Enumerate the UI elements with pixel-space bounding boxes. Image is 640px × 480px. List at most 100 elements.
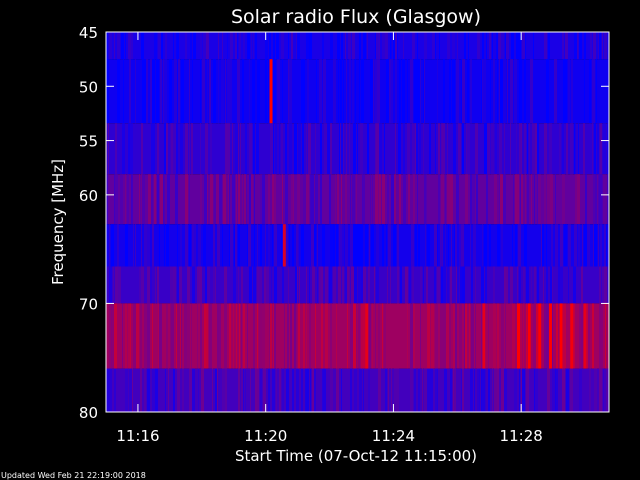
heatmap-cell: [207, 266, 210, 304]
heatmap-cell: [521, 123, 522, 175]
heatmap-cell: [185, 224, 188, 267]
heatmap-cell: [290, 303, 292, 369]
heatmap-cell: [257, 303, 258, 369]
heatmap-cell: [359, 224, 362, 267]
heatmap-cell: [414, 368, 416, 412]
heatmap-cell: [420, 303, 421, 369]
heatmap-cell: [180, 224, 182, 267]
heatmap-cell: [417, 32, 418, 60]
heatmap-cell: [200, 32, 202, 60]
heatmap-cell: [245, 368, 246, 412]
heatmap-cell: [144, 368, 146, 412]
heatmap-cell: [371, 224, 374, 267]
heatmap-cell: [213, 266, 215, 304]
heatmap-cell: [117, 32, 120, 60]
heatmap-cell: [215, 266, 216, 304]
chart-title: Solar radio Flux (Glasgow): [231, 6, 481, 28]
heatmap-cell: [249, 59, 250, 124]
heatmap-cell: [355, 59, 356, 124]
heatmap-cell: [467, 123, 470, 175]
heatmap-cell: [289, 59, 292, 124]
heatmap-cell: [361, 303, 363, 369]
heatmap-cell: [447, 266, 449, 304]
heatmap-cell: [265, 224, 266, 267]
heatmap-cell: [296, 224, 298, 267]
heatmap-cell: [311, 174, 314, 225]
heatmap-cell: [144, 303, 147, 369]
heatmap-cell: [537, 174, 538, 225]
heatmap-cell: [201, 368, 204, 412]
heatmap-cell: [345, 174, 347, 225]
heatmap-cell: [219, 303, 221, 369]
heatmap-cell: [457, 266, 459, 304]
heatmap-cell: [543, 266, 544, 304]
heatmap-cell: [535, 123, 537, 175]
heatmap-cell: [473, 224, 476, 267]
heatmap-cell: [243, 303, 245, 369]
heatmap-cell: [361, 266, 363, 304]
heatmap-cell: [489, 32, 491, 60]
heatmap-cell: [239, 32, 241, 60]
heatmap-cell: [563, 59, 564, 124]
heatmap-cell: [499, 174, 500, 225]
heatmap-cell: [587, 303, 588, 369]
heatmap-cell: [125, 32, 126, 60]
heatmap-cell: [228, 123, 230, 175]
heatmap-cell: [356, 174, 357, 225]
heatmap-cell: [229, 303, 231, 369]
heatmap-cell: [589, 59, 591, 124]
heatmap-cell: [602, 174, 603, 225]
heatmap-cell: [570, 123, 573, 175]
heatmap-cell: [500, 174, 503, 225]
heatmap-cell: [599, 303, 601, 369]
heatmap-cell: [224, 303, 227, 369]
heatmap-cell: [345, 32, 346, 60]
heatmap-cell: [285, 224, 288, 267]
heatmap-cell: [173, 123, 176, 175]
heatmap-cell: [413, 303, 415, 369]
heatmap-cell: [534, 174, 535, 225]
heatmap-cell: [441, 123, 442, 175]
heatmap-cell: [135, 224, 136, 267]
heatmap-cell: [329, 266, 332, 304]
heatmap-cell: [198, 224, 201, 267]
heatmap-cell: [275, 123, 277, 175]
heatmap-cell: [378, 174, 379, 225]
heatmap-cell: [468, 32, 469, 60]
heatmap-cell: [206, 32, 209, 60]
heatmap-cell: [152, 224, 154, 267]
heatmap-cell: [177, 32, 179, 60]
heatmap-cell: [485, 266, 487, 304]
heatmap-cell: [510, 59, 513, 124]
heatmap-cell: [285, 123, 287, 175]
heatmap-cell: [524, 123, 526, 175]
heatmap-cell: [407, 303, 408, 369]
heatmap-cell: [494, 368, 497, 412]
heatmap-cell: [348, 32, 351, 60]
heatmap-cell: [578, 224, 580, 267]
heatmap-cell: [488, 303, 489, 369]
heatmap-cell: [192, 59, 193, 124]
heatmap-cell: [592, 303, 594, 369]
heatmap-cell: [501, 224, 503, 267]
heatmap-cell: [151, 174, 153, 225]
heatmap-cell: [356, 224, 359, 267]
heatmap-cell: [114, 303, 117, 369]
heatmap-cell: [353, 123, 356, 175]
heatmap-cell: [558, 266, 560, 304]
heatmap-cell: [352, 59, 354, 124]
heatmap-cell: [514, 59, 517, 124]
heatmap-cell: [464, 303, 465, 369]
y-axis-label: Frequency [MHz]: [49, 159, 67, 285]
heatmap-cell: [167, 174, 170, 225]
heatmap-cell: [321, 303, 323, 369]
heatmap-cell: [284, 303, 285, 369]
heatmap-cell: [546, 303, 549, 369]
heatmap-cell: [497, 59, 498, 124]
heatmap-cell: [174, 59, 177, 124]
heatmap-cell: [115, 123, 117, 175]
heatmap-cell: [272, 224, 273, 267]
heatmap-cell: [173, 266, 176, 304]
heatmap-cell: [560, 224, 563, 267]
heatmap-cell: [340, 224, 342, 267]
